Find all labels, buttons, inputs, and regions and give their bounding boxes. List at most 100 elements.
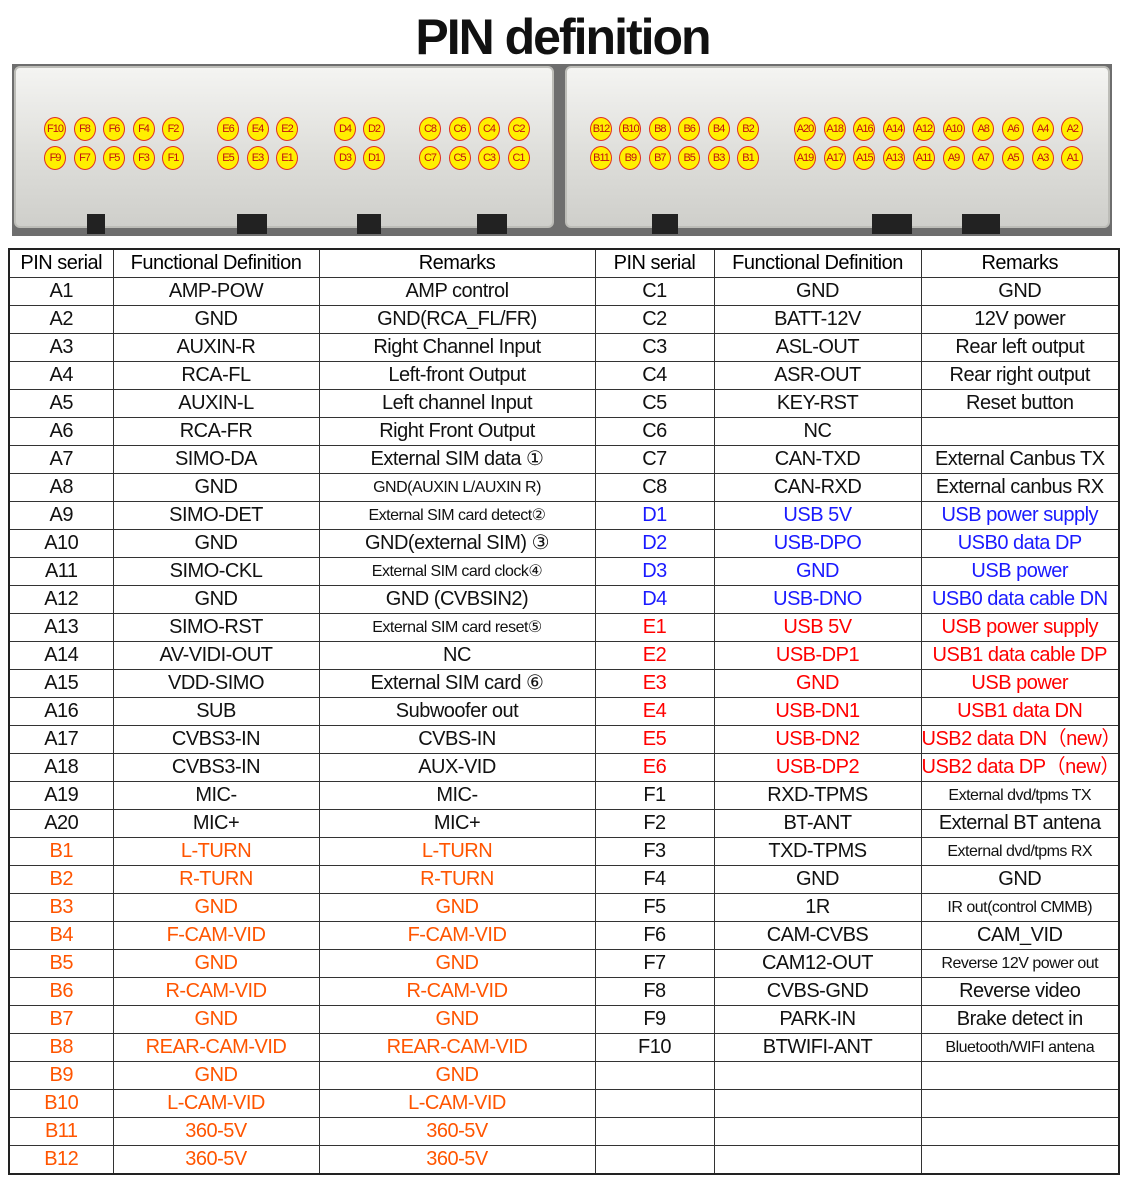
table-row: B6 R-CAM-VID R-CAM-VID F8 CVBS-GND Reverse vi… [8,977,1120,1006]
pin-label: C1 [507,146,530,170]
pin-label: A12 [912,117,935,141]
left-remark-cell: F-CAM-VID [318,921,596,950]
right-remark-cell: USB0 data cable DN [920,585,1120,614]
pin-label: A5 [1001,146,1024,170]
right-remark-cell: GND [920,865,1120,894]
pin-label: F5 [103,146,125,170]
right-pin-serial-cell: D3 [594,557,715,586]
right-pin-serial-cell [594,1117,715,1146]
left-function-cell: GND [112,949,320,978]
left-pin-serial-cell: A12 [8,585,114,614]
pin-label: B11 [590,146,612,170]
right-remark-cell: External dvd/tpms RX [920,837,1120,866]
left-pin-serial-cell: B12 [8,1145,114,1175]
right-pin-serial-cell: F1 [594,781,715,810]
pin-label: A18 [823,117,846,141]
right-pin-serial-cell [594,1145,715,1175]
table-row: A11 SIMO-CKL External SIM card clock④ D3 GND… [8,557,1120,586]
left-function-cell: GND [112,893,320,922]
right-pin-serial-cell: D4 [594,585,715,614]
left-pin-serial-cell: B7 [8,1005,114,1034]
right-function-cell: CVBS-GND [713,977,922,1006]
right-pin-serial-cell: F6 [594,921,715,950]
left-remark-cell: AMP control [318,277,596,306]
left-pin-serial-cell: B9 [8,1061,114,1090]
left-function-cell: F-CAM-VID [112,921,320,950]
left-remark-cell: GND(AUXIN L/AUXIN R) [318,473,596,502]
right-remark-cell: External canbus RX [920,473,1120,502]
left-function-cell: R-TURN [112,865,320,894]
right-function-cell [713,1061,922,1090]
table-row: A5 AUXIN-L Left channel Input C5 KEY-RST Rese… [8,389,1120,418]
right-remark-cell: External Canbus TX [920,445,1120,474]
right-function-cell [713,1145,922,1175]
right-function-cell: USB 5V [713,613,922,642]
pin-label: A9 [942,146,965,170]
pin-label: F7 [73,146,96,170]
pin-label: B9 [619,146,642,170]
left-pin-serial-cell: B1 [8,837,114,866]
pin-label: A8 [972,117,995,141]
left-pin-serial-cell: B8 [8,1033,114,1062]
right-function-cell: CAN-TXD [713,445,922,474]
left-function-cell: SIMO-DET [112,501,320,530]
left-function-cell: SIMO-CKL [112,557,320,586]
right-function-cell: KEY-RST [713,389,922,418]
right-pin-serial-cell: D1 [594,501,715,530]
column-header: Remarks [318,248,596,278]
pin-label: E3 [246,146,269,170]
right-pin-serial-cell: C1 [594,277,715,306]
pin-label: A1 [1061,146,1084,170]
pin-label: F3 [132,146,155,170]
right-function-cell: USB-DP2 [713,753,922,782]
table-row: A10 GND GND(external SIM) ③ D2 USB-DPO USB0 d… [8,529,1120,558]
left-function-cell: VDD-SIMO [112,669,320,698]
right-pin-serial-cell: D2 [594,529,715,558]
left-pin-serial-cell: A5 [8,389,114,418]
left-remark-cell: GND [318,949,596,978]
left-pin-serial-cell: A1 [8,277,114,306]
table-row: B12 360-5V 360-5V [8,1145,1120,1175]
left-remark-cell: R-CAM-VID [318,977,596,1006]
left-pin-serial-cell: A8 [8,473,114,502]
left-remark-cell: External SIM data ① [318,445,596,474]
left-pin-serial-cell: A4 [8,361,114,390]
table-row: A7 SIMO-DA External SIM data ① C7 CAN-TXD Ext… [8,445,1120,474]
right-remark-cell: USB power [920,669,1120,698]
right-function-cell: USB-DN1 [713,697,922,726]
table-row: A8 GND GND(AUXIN L/AUXIN R) C8 CAN-RXD Extern… [8,473,1120,502]
left-function-cell: AUXIN-L [112,389,320,418]
right-function-cell: PARK-IN [713,1005,922,1034]
pin-label: B10 [619,117,642,141]
table-row: A18 CVBS3-IN AUX-VID E6 USB-DP2 USB2 data DP（… [8,753,1120,782]
pin-label: C4 [478,117,500,141]
table-row: B5 GND GND F7 CAM12-OUT Reverse 12V power out [8,949,1120,978]
right-function-cell: USB-DN2 [713,725,922,754]
left-remark-cell: MIC- [318,781,596,810]
right-remark-cell: USB1 data cable DP [920,641,1120,670]
left-remark-cell: GND [318,1061,596,1090]
right-function-cell [713,1089,922,1118]
connector-slot [477,214,507,234]
right-remark-cell: Reverse 12V power out [920,949,1120,978]
pin-label: C8 [419,117,441,141]
left-pin-serial-cell: A7 [8,445,114,474]
left-remark-cell: L-CAM-VID [318,1089,596,1118]
pin-label: F1 [162,146,184,170]
left-function-cell: CVBS3-IN [112,725,320,754]
left-pin-serial-cell: A19 [8,781,114,810]
left-pin-serial-cell: A16 [8,697,114,726]
left-pin-serial-cell: A18 [8,753,114,782]
right-remark-cell [920,417,1120,446]
pin-label: A3 [1031,146,1054,170]
pin-label: A17 [823,146,846,170]
left-remark-cell: GND [318,1005,596,1034]
left-pin-serial-cell: A13 [8,613,114,642]
table-row: A20 MIC+ MIC+ F2 BT-ANT External BT antena [8,809,1120,838]
pin-label: B5 [678,146,701,170]
connector-photo: F10 F8 F6 F4 F2 F9 F7 F5 F3 F1 E6 E4 E2 E5 E3 E1 D4 D2 D3 D… [12,64,1112,236]
left-function-cell: L-CAM-VID [112,1089,320,1118]
table-row: A19 MIC- MIC- F1 RXD-TPMS External dvd/tpms T… [8,781,1120,810]
right-pin-serial-cell: F9 [594,1005,715,1034]
left-pin-serial-cell: A11 [8,557,114,586]
